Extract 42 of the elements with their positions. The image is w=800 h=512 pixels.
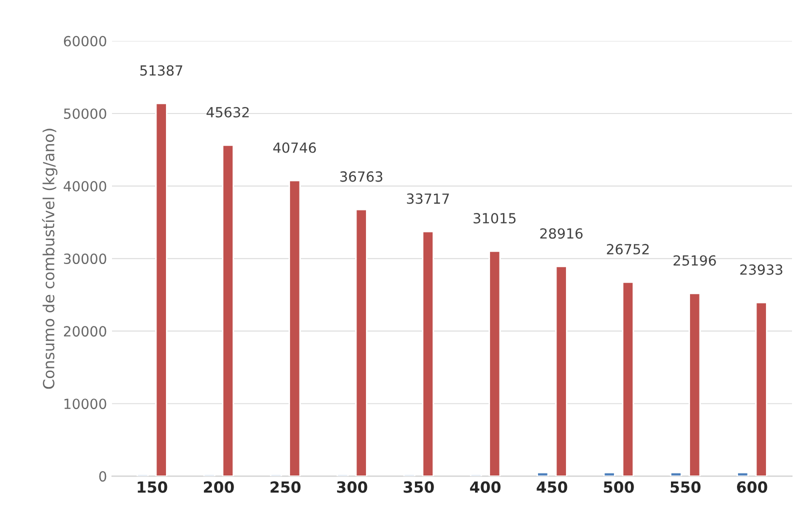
data-label: 36763 <box>340 171 382 182</box>
y-tick-label: 10000 <box>64 398 106 410</box>
data-label: 45632 <box>206 106 249 118</box>
data-label: 33717 <box>406 193 449 204</box>
data-label: 23933 <box>740 264 782 275</box>
data-label: 28916 <box>540 228 583 239</box>
bar <box>536 472 549 476</box>
bar <box>670 472 682 476</box>
bar <box>622 281 634 476</box>
data-label: 31015 <box>474 213 516 224</box>
data-label: 26752 <box>606 244 649 254</box>
x-tick-label: 600 <box>737 481 768 493</box>
x-tick-label: 400 <box>470 481 501 493</box>
x-tick-label: 150 <box>138 481 168 493</box>
bar <box>422 230 434 476</box>
x-tick-label: 300 <box>337 481 368 493</box>
y-tick-label: 60000 <box>64 36 106 46</box>
bar <box>688 292 701 476</box>
bar <box>155 102 168 476</box>
bar <box>355 208 368 476</box>
x-tick-label: 350 <box>404 481 434 493</box>
bar <box>488 250 501 476</box>
y-axis-title: Consumo de combustível (kg/ano) <box>42 128 58 389</box>
data-label: 40746 <box>273 142 316 153</box>
y-tick-label: 50000 <box>64 108 106 119</box>
data-label: 51387 <box>140 65 182 76</box>
bar <box>603 472 616 476</box>
bar <box>288 180 301 476</box>
x-tick-label: 450 <box>536 481 568 493</box>
bar <box>736 472 749 476</box>
x-tick-label: 200 <box>204 481 234 493</box>
y-tick-label: 30000 <box>64 254 106 264</box>
data-label: 25196 <box>674 255 716 266</box>
x-tick-label: 250 <box>270 481 301 493</box>
y-tick-label: 40000 <box>64 180 106 192</box>
x-tick-label: 500 <box>604 481 634 493</box>
bar <box>555 266 568 476</box>
y-tick-label: 0 <box>99 471 106 482</box>
x-tick-label: 550 <box>670 481 701 493</box>
bar <box>755 302 768 476</box>
y-tick-label: 20000 <box>64 326 106 337</box>
bar <box>222 144 234 476</box>
